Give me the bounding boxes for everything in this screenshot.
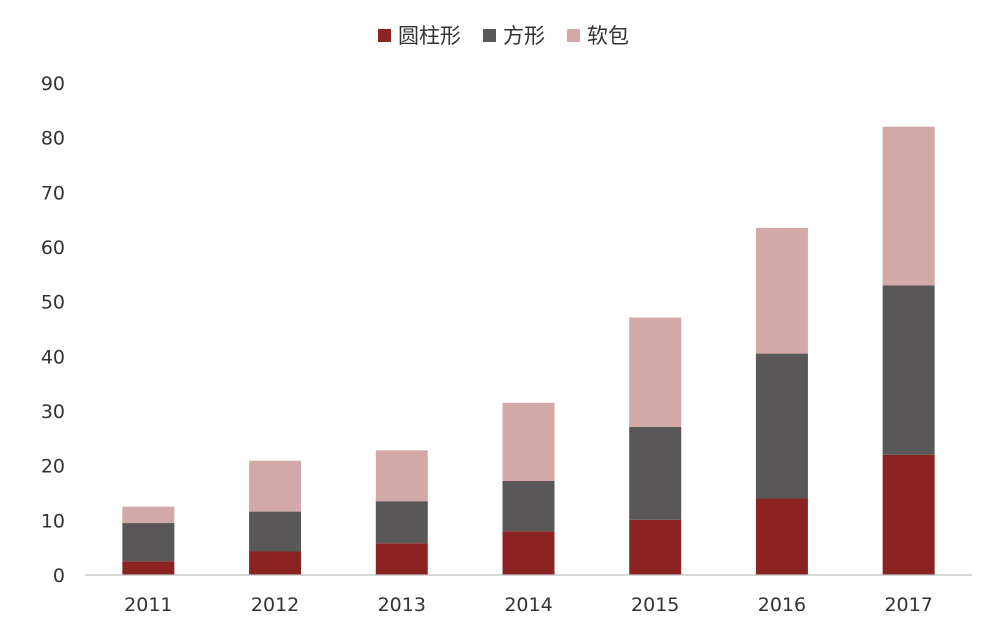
y-tick-label: 80 (41, 128, 65, 150)
x-tick-label: 2012 (251, 594, 299, 616)
y-tick-label: 0 (53, 565, 65, 587)
legend-item-cylindrical: 圆柱形 (378, 20, 461, 50)
bar-segment-2013-0 (375, 543, 428, 575)
bar-segment-2016-0 (755, 498, 808, 575)
bar-segment-2011-1 (122, 523, 175, 562)
y-tick-label: 10 (41, 510, 65, 532)
legend-swatch-cylindrical (378, 28, 391, 42)
legend-label-pouch: 软包 (587, 24, 629, 48)
y-tick-label: 90 (41, 73, 65, 95)
bar-segment-2017-1 (882, 285, 935, 455)
chart-legend: 圆柱形 方形 软包 (0, 20, 1007, 50)
legend-swatch-pouch (567, 28, 580, 42)
y-tick-label: 40 (41, 346, 65, 368)
x-tick-label: 2014 (504, 594, 552, 616)
bar-segment-2011-2 (122, 506, 175, 524)
bar-segment-2013-1 (375, 501, 428, 544)
x-tick-label: 2017 (884, 594, 932, 616)
x-tick-label: 2015 (631, 594, 679, 616)
bar-segment-2015-2 (629, 317, 682, 427)
bar-segment-2014-0 (502, 531, 555, 575)
bar-segment-2015-0 (629, 519, 682, 575)
x-tick-label: 2011 (124, 594, 172, 616)
legend-label-cylindrical: 圆柱形 (398, 24, 461, 48)
bar-segment-2017-2 (882, 126, 935, 286)
bar-segment-2011-0 (122, 561, 175, 575)
bar-segment-2012-1 (249, 511, 302, 552)
bar-segment-2012-2 (249, 460, 302, 512)
y-tick-label: 30 (41, 401, 65, 423)
y-tick-label: 70 (41, 182, 65, 204)
bar-segment-2013-2 (375, 450, 428, 502)
bar-segment-2012-0 (249, 551, 302, 575)
y-tick-label: 50 (41, 292, 65, 314)
x-tick-label: 2016 (758, 594, 806, 616)
bar-segment-2014-2 (502, 402, 555, 481)
legend-swatch-prismatic (483, 28, 496, 42)
bar-segment-2016-1 (755, 353, 808, 499)
bar-segment-2016-2 (755, 227, 808, 354)
bar-segment-2017-0 (882, 454, 935, 575)
y-tick-label: 20 (41, 456, 65, 478)
y-tick-label: 60 (41, 237, 65, 259)
legend-item-prismatic: 方形 (483, 20, 545, 50)
legend-item-pouch: 软包 (567, 20, 629, 50)
legend-label-prismatic: 方形 (503, 24, 545, 48)
bar-segment-2015-1 (629, 426, 682, 520)
bar-segment-2014-1 (502, 480, 555, 532)
x-tick-label: 2013 (378, 594, 426, 616)
